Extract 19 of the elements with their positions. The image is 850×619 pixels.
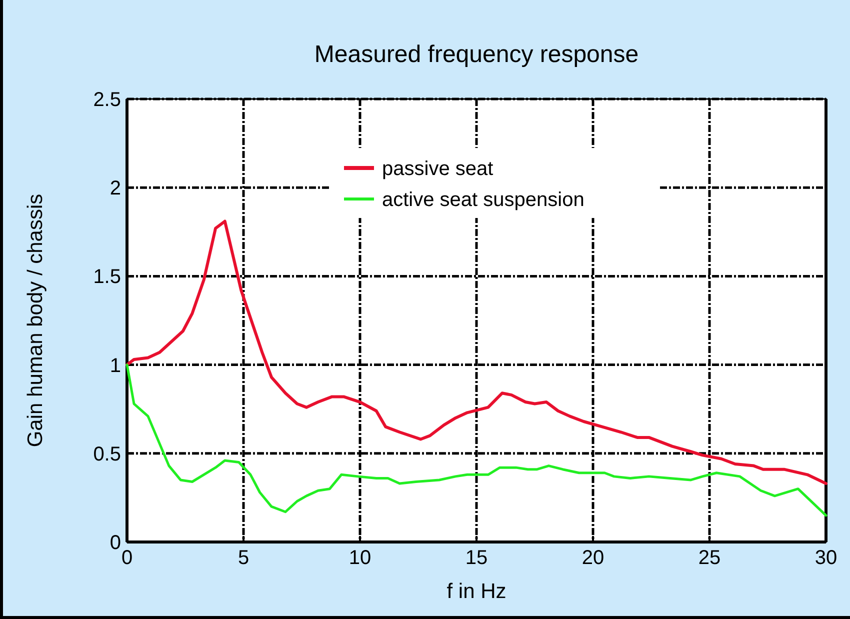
x-tick-label: 25 (698, 547, 721, 569)
y-tick-label: 0 (110, 532, 121, 554)
y-tick-label: 1.5 (93, 266, 121, 288)
x-tick-label: 10 (348, 547, 372, 569)
y-axis-title: Gain human body / chassis (24, 194, 47, 448)
x-tick-label: 5 (238, 547, 250, 569)
x-axis-title: f in Hz (446, 580, 506, 603)
x-tick-label: 30 (814, 547, 838, 569)
y-tick-label: 1 (110, 354, 121, 377)
line-series (126, 220, 828, 486)
legend-label: passive seat (382, 158, 494, 180)
y-tick-label: 0.5 (93, 443, 121, 466)
line-series (126, 364, 828, 517)
chart-title: Measured frequency response (314, 41, 639, 68)
y-tick-label: 2 (110, 178, 121, 200)
x-tick-label: 20 (582, 547, 604, 569)
y-tick-label: 2.5 (93, 89, 121, 111)
legend-label: active seat suspension (382, 189, 584, 211)
x-tick-label: 15 (465, 547, 488, 569)
